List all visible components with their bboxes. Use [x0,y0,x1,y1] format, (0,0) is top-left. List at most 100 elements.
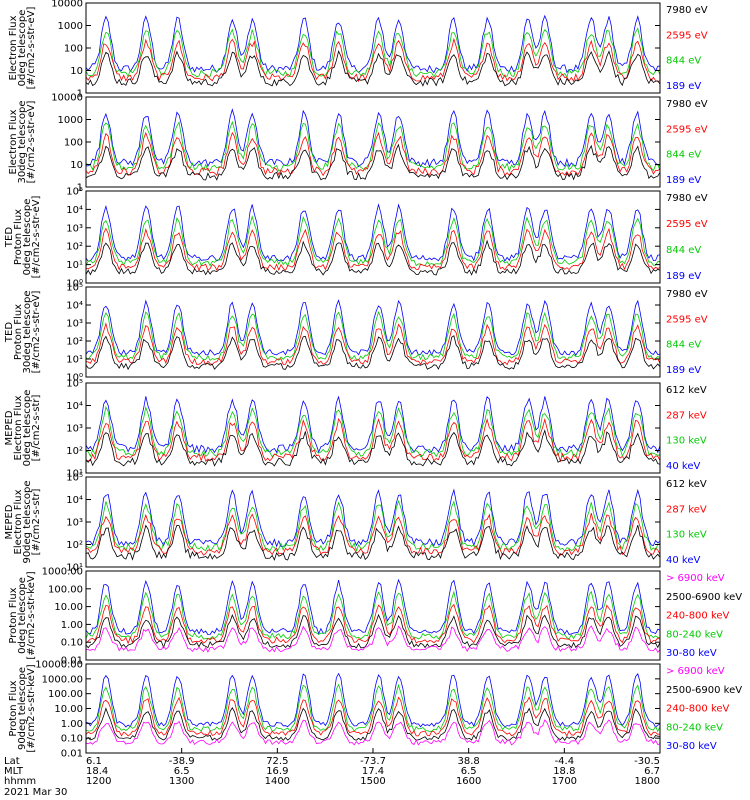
hhmm-tick-label: 1700 [552,776,577,787]
y-axis-label: [#/cm2-s-str-eV] [31,291,42,374]
y-tick-label: 10¹ [66,260,83,271]
series-trace [85,578,661,636]
legend-entry: 30-80 keV [666,648,717,659]
y-tick-label: 10⁵ [66,283,83,294]
series-trace [85,214,661,267]
time-axis-group: 6.118.41200-38.96.5130072.516.91400-73.7… [4,748,661,798]
y-tick-label: 1.00 [61,719,83,730]
y-tick-label: 10000.00 [35,660,83,671]
y-axis-label: [#/cm2-s-str-keV] [26,664,37,752]
y-tick-label: 10¹ [66,355,83,366]
legend-entry: 189 eV [666,365,701,376]
series-trace [85,310,661,361]
y-axis-label: Proton Flux [13,209,24,265]
series-trace [85,683,661,733]
mlt-tick-label: 16.9 [266,766,288,777]
series-line [85,299,661,357]
y-axis-label: 90deg telescope [22,480,33,563]
y-axis-label: Proton Flux [8,680,19,736]
lat-tick-label: -4.4 [555,756,575,767]
y-axis-label: Proton Flux [13,304,24,360]
y-tick-label: 10¹ [66,563,83,574]
series-trace [85,227,661,272]
series-trace [85,37,661,83]
series-trace [85,395,661,454]
legend-entry: 40 keV [666,461,700,472]
legend-entry: 130 keV [666,436,707,447]
y-tick-label: 0.01 [61,749,83,760]
series-trace [85,707,661,742]
y-tick-label: 10⁴ [66,401,83,412]
series-line [85,429,661,467]
y-axis-label: TED [4,227,15,248]
y-tick-label: 0.10 [61,638,83,649]
legend-entry: 2595 eV [666,314,708,325]
legend-entry: 30-80 keV [666,741,717,752]
mlt-tick-label: 6.7 [644,766,660,777]
y-tick-label: 10⁴ [66,301,83,312]
hhmm-tick-label: 1200 [86,776,111,787]
legend-entry: 7980 eV [666,5,708,16]
series-line [85,613,661,649]
legend-entry: 612 keV [666,479,707,490]
y-tick-label: 10² [66,242,83,253]
mlt-tick-label: 17.4 [362,766,384,777]
series-trace [85,120,661,173]
legend-entry: 189 eV [666,175,701,186]
legend-entry: 130 keV [666,530,707,541]
y-tick-label: 10⁰ [66,373,83,384]
series-line [85,672,661,728]
lat-tick-label: 72.5 [266,756,288,767]
series-line [85,37,661,83]
y-axis-label: [#/cm2-s-str-eV] [26,7,37,90]
legend-entry: 2500-6900 keV [666,685,742,696]
series-trace [85,203,661,262]
series-trace [85,14,661,74]
legend-entry: 2500-6900 keV [666,592,742,603]
series-trace [85,429,661,467]
series-line [85,49,661,87]
y-tick-label: 10² [66,446,83,457]
y-tick-label: 0.10 [61,734,83,745]
series-trace [85,524,661,561]
legend-entry: 7980 eV [666,289,708,300]
y-tick-label: 10⁵ [66,187,83,198]
series-trace [85,322,661,366]
legend-entry: 844 eV [666,340,701,351]
panel-frame [85,190,661,284]
y-axis-label: [#/cm2-s-str] [31,488,42,555]
panel-meped-p-90: 10000.00 1000.00 100.00 10.00 1.00 0.10 0.01 Pr… [8,660,742,760]
series-line [85,513,661,557]
series-line [85,683,661,733]
series-line [85,590,661,640]
mlt-tick-label: 18.4 [86,766,108,777]
legend-entry: 2595 eV [666,30,708,41]
time-axis-row-label: hhmm [4,776,36,787]
panel-frame [85,286,661,378]
legend-entry: 844 eV [666,56,701,67]
y-axis-label: [#/cm2-s-str] [31,394,42,461]
series-trace [85,239,661,276]
y-axis-label: Electron Flux [13,489,24,554]
series-line [85,322,661,366]
panel-meped-p-0: 1000.00 100.00 10.00 1.00 0.10 0.01 Proton Flu… [8,567,742,667]
y-tick-label: 10² [66,540,83,551]
mlt-tick-label: 6.5 [461,766,477,777]
legend-entry: 287 keV [666,504,707,515]
time-axis-row-label: MLT [4,766,24,777]
y-axis-label: 30deg telescope [17,100,28,183]
series-line [85,227,661,272]
series-trace [85,696,661,737]
y-axis-label: 30deg telescope [22,290,33,373]
y-tick-label: 10⁴ [66,495,83,506]
series-trace [85,488,661,548]
y-tick-label: 100.00 [48,689,83,700]
series-line [85,108,661,168]
y-axis-label: 0deg telescope [17,577,28,654]
series-trace [85,719,661,746]
series-line [85,335,661,371]
y-axis-label: MEPED [4,410,15,445]
legend-entry: 2595 eV [666,219,708,230]
